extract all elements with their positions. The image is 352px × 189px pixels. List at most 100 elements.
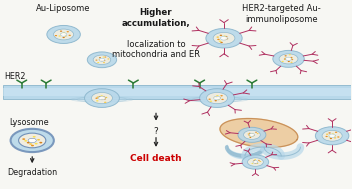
- Circle shape: [33, 136, 36, 138]
- Circle shape: [97, 97, 99, 98]
- Circle shape: [219, 40, 221, 42]
- Circle shape: [258, 160, 260, 161]
- Circle shape: [69, 35, 71, 36]
- Circle shape: [55, 35, 57, 36]
- Circle shape: [273, 50, 304, 67]
- Ellipse shape: [77, 97, 127, 102]
- Circle shape: [288, 61, 290, 62]
- Circle shape: [64, 35, 67, 37]
- Circle shape: [257, 133, 259, 134]
- Circle shape: [247, 133, 250, 135]
- Circle shape: [214, 100, 217, 101]
- Circle shape: [221, 99, 224, 100]
- Circle shape: [256, 162, 258, 163]
- Circle shape: [220, 42, 223, 43]
- Circle shape: [208, 98, 211, 100]
- Circle shape: [223, 36, 226, 37]
- Text: Au-Liposome: Au-Liposome: [36, 5, 91, 13]
- Circle shape: [39, 142, 42, 143]
- Circle shape: [221, 36, 227, 40]
- Circle shape: [213, 32, 235, 44]
- Circle shape: [249, 133, 254, 136]
- Circle shape: [226, 38, 228, 39]
- Text: Lysosome: Lysosome: [9, 118, 49, 127]
- Circle shape: [225, 36, 227, 37]
- Circle shape: [61, 33, 63, 35]
- Circle shape: [64, 34, 66, 35]
- Circle shape: [97, 62, 99, 63]
- Circle shape: [216, 36, 219, 38]
- Circle shape: [19, 133, 46, 148]
- Circle shape: [93, 55, 111, 64]
- Circle shape: [291, 59, 293, 60]
- Circle shape: [253, 161, 255, 162]
- Circle shape: [103, 62, 105, 63]
- Circle shape: [259, 161, 261, 162]
- Circle shape: [104, 102, 106, 103]
- Circle shape: [279, 54, 298, 64]
- Circle shape: [96, 100, 99, 101]
- Text: HER2: HER2: [4, 72, 26, 81]
- Circle shape: [238, 127, 266, 142]
- Circle shape: [290, 58, 293, 59]
- Text: ?: ?: [153, 127, 158, 136]
- Circle shape: [101, 99, 103, 100]
- Circle shape: [34, 143, 38, 144]
- Circle shape: [210, 101, 212, 102]
- Circle shape: [63, 32, 65, 33]
- Circle shape: [207, 92, 227, 104]
- Polygon shape: [220, 119, 298, 147]
- Circle shape: [37, 139, 40, 141]
- Circle shape: [253, 162, 255, 163]
- Ellipse shape: [71, 97, 133, 102]
- Circle shape: [315, 127, 349, 145]
- Circle shape: [224, 39, 226, 40]
- Bar: [2, 88, 351, 96]
- Circle shape: [216, 95, 219, 96]
- Circle shape: [290, 62, 293, 63]
- Circle shape: [31, 145, 34, 146]
- Circle shape: [215, 97, 218, 98]
- Circle shape: [214, 96, 220, 100]
- Circle shape: [332, 133, 334, 135]
- Circle shape: [253, 161, 258, 163]
- Circle shape: [107, 58, 109, 60]
- Circle shape: [335, 132, 337, 133]
- Circle shape: [256, 163, 258, 164]
- Circle shape: [333, 135, 336, 136]
- Circle shape: [22, 138, 25, 140]
- Bar: [2, 85, 351, 99]
- Circle shape: [206, 29, 242, 48]
- Circle shape: [11, 129, 54, 152]
- Circle shape: [102, 57, 105, 58]
- Circle shape: [328, 132, 331, 134]
- Circle shape: [101, 60, 103, 61]
- Circle shape: [102, 96, 105, 98]
- Circle shape: [24, 140, 27, 142]
- Circle shape: [103, 60, 105, 61]
- Text: Higher
accumulation,: Higher accumulation,: [122, 8, 190, 28]
- Circle shape: [217, 99, 220, 100]
- Circle shape: [250, 137, 251, 138]
- Circle shape: [251, 133, 253, 134]
- Circle shape: [99, 58, 105, 61]
- Circle shape: [330, 138, 332, 139]
- Circle shape: [242, 155, 269, 169]
- Circle shape: [220, 35, 222, 36]
- Circle shape: [249, 133, 251, 134]
- Circle shape: [31, 138, 33, 140]
- Circle shape: [285, 57, 291, 60]
- Circle shape: [99, 96, 101, 97]
- Circle shape: [255, 132, 257, 133]
- Text: Degradation: Degradation: [7, 168, 57, 177]
- Circle shape: [28, 138, 36, 143]
- Circle shape: [92, 92, 112, 104]
- Circle shape: [61, 33, 67, 36]
- Circle shape: [253, 135, 255, 136]
- Circle shape: [329, 136, 331, 138]
- Circle shape: [32, 139, 36, 140]
- Circle shape: [95, 98, 98, 99]
- Circle shape: [58, 35, 61, 37]
- Ellipse shape: [192, 97, 242, 102]
- Circle shape: [100, 95, 103, 97]
